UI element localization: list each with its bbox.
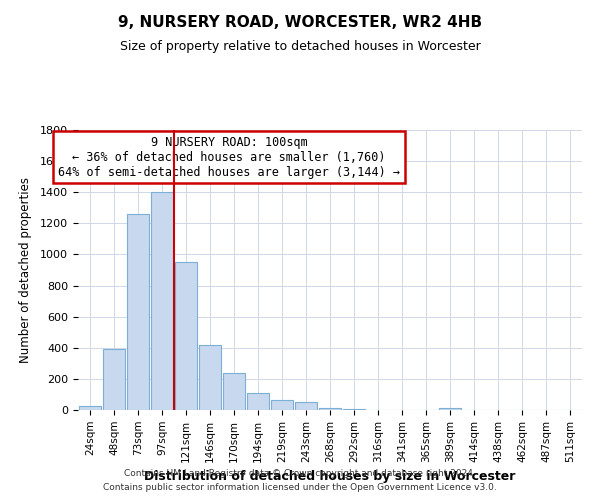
Bar <box>295 402 317 410</box>
Bar <box>127 214 149 410</box>
Bar <box>271 400 293 410</box>
Text: Contains HM Land Registry data © Crown copyright and database right 2024.: Contains HM Land Registry data © Crown c… <box>124 468 476 477</box>
Text: 9, NURSERY ROAD, WORCESTER, WR2 4HB: 9, NURSERY ROAD, WORCESTER, WR2 4HB <box>118 15 482 30</box>
Text: 9 NURSERY ROAD: 100sqm
← 36% of detached houses are smaller (1,760)
64% of semi-: 9 NURSERY ROAD: 100sqm ← 36% of detached… <box>58 136 400 178</box>
Bar <box>439 408 461 410</box>
Y-axis label: Number of detached properties: Number of detached properties <box>19 177 32 363</box>
Bar <box>319 408 341 410</box>
Bar <box>103 350 125 410</box>
Text: Contains public sector information licensed under the Open Government Licence v3: Contains public sector information licen… <box>103 484 497 492</box>
Bar <box>79 406 101 410</box>
Bar <box>343 409 365 410</box>
Bar <box>151 192 173 410</box>
Bar <box>247 393 269 410</box>
X-axis label: Distribution of detached houses by size in Worcester: Distribution of detached houses by size … <box>145 470 515 483</box>
Bar <box>199 344 221 410</box>
Bar <box>175 262 197 410</box>
Bar <box>223 374 245 410</box>
Text: Size of property relative to detached houses in Worcester: Size of property relative to detached ho… <box>119 40 481 53</box>
